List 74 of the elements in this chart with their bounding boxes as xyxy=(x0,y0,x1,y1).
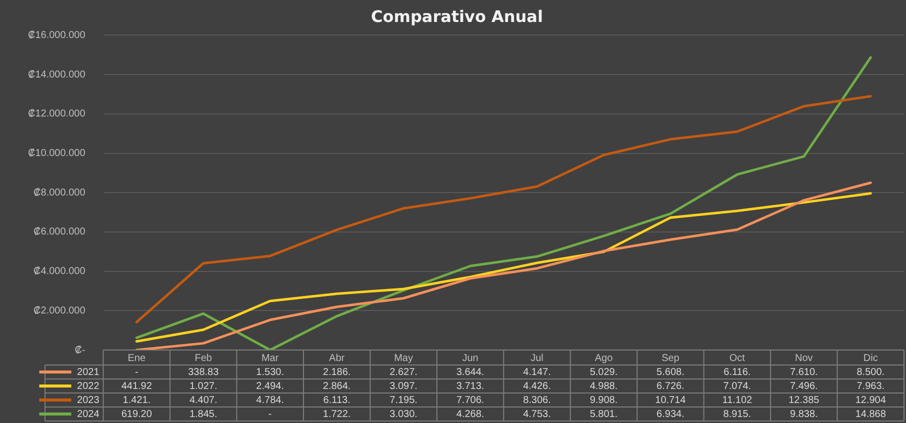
text: 9.908. xyxy=(590,394,618,406)
x-tick-label: Nov xyxy=(795,352,813,364)
x-tick-label: May xyxy=(394,352,413,364)
text: 4.988. xyxy=(590,380,618,392)
x-tick-label: Abr xyxy=(329,352,346,364)
x-tick-label: Ago xyxy=(594,352,614,364)
text: 619.20 xyxy=(121,408,152,420)
x-tick-label: Dic xyxy=(863,352,878,364)
text: 1.530. xyxy=(256,366,284,378)
text: 10.714 xyxy=(655,394,686,406)
text: - xyxy=(134,366,138,378)
x-tick-label: Sep xyxy=(662,352,680,364)
text: 441.92 xyxy=(121,380,152,392)
text: 6.726. xyxy=(656,380,684,392)
x-tick-label: Feb xyxy=(194,352,212,364)
text: 12.904 xyxy=(855,394,886,406)
text: 4.784. xyxy=(256,394,284,406)
x-tick-label: Jul xyxy=(530,352,544,364)
y-tick-label: ₡16.000.000 xyxy=(28,30,86,41)
y-tick-label: ₡10.000.000 xyxy=(28,148,86,159)
legend-label: 2024 xyxy=(77,408,100,420)
text: 3.097. xyxy=(390,380,418,392)
text: 5.029. xyxy=(590,366,618,378)
text: 4.268. xyxy=(456,408,484,420)
text: 7.963. xyxy=(856,380,885,392)
text: 7.195. xyxy=(390,394,418,406)
text: 11.102 xyxy=(722,394,753,406)
text: 1.027. xyxy=(189,380,218,392)
x-tick-label: Jun xyxy=(462,352,478,364)
text: 3.644. xyxy=(456,366,484,378)
text: 7.496. xyxy=(790,380,818,392)
text: 2.627. xyxy=(390,366,418,378)
text: - xyxy=(268,408,272,420)
text: 14.868 xyxy=(855,408,886,420)
text: 1.722. xyxy=(322,408,351,420)
text: 2.186. xyxy=(322,366,351,378)
y-tick-label: ₡12.000.000 xyxy=(28,108,86,120)
text: 5.801. xyxy=(590,408,618,420)
legend-label: 2021 xyxy=(77,366,100,378)
text: 4.426. xyxy=(523,380,551,392)
text: 7.610. xyxy=(790,366,818,378)
text: 6.113. xyxy=(323,394,350,406)
text: 8.306. xyxy=(523,394,551,406)
text: 4.407. xyxy=(189,394,218,406)
text: 8.500. xyxy=(856,366,885,378)
y-tick-label: ₡8.000.000 xyxy=(34,187,86,198)
text: 6.116. xyxy=(724,366,751,378)
text: 4.147. xyxy=(523,366,551,378)
y-tick-label: ₡6.000.000 xyxy=(34,226,86,238)
chart-title: Comparativo Anual xyxy=(371,6,543,26)
y-tick-label: ₡2.000.000 xyxy=(34,305,86,316)
text: 8.915. xyxy=(723,408,752,420)
text: 4.753. xyxy=(523,408,551,420)
y-tick-label: ₡4.000.000 xyxy=(34,266,86,278)
text: 2.494. xyxy=(256,380,284,392)
legend-label: 2022 xyxy=(77,380,100,392)
text: 9.838. xyxy=(790,408,818,420)
text: 338.83 xyxy=(188,366,220,378)
text: 1.845. xyxy=(189,408,218,420)
legend-label: 2023 xyxy=(77,394,100,406)
x-tick-label: Oct xyxy=(729,352,746,364)
text: 6.934. xyxy=(656,408,684,420)
text: 2.864. xyxy=(322,380,351,392)
text: 7.074. xyxy=(723,380,752,392)
text: 1.421. xyxy=(122,394,151,406)
x-tick-label: Ene xyxy=(128,352,146,364)
text: 12.385 xyxy=(788,394,820,406)
text: 3.713. xyxy=(456,380,484,392)
text: 5.608. xyxy=(656,366,684,378)
text: 7.706. xyxy=(456,394,484,406)
y-tick-label: ₡- xyxy=(74,344,86,356)
text: 3.030. xyxy=(390,408,418,420)
x-tick-label: Mar xyxy=(261,352,280,364)
y-tick-label: ₡14.000.000 xyxy=(28,69,86,80)
